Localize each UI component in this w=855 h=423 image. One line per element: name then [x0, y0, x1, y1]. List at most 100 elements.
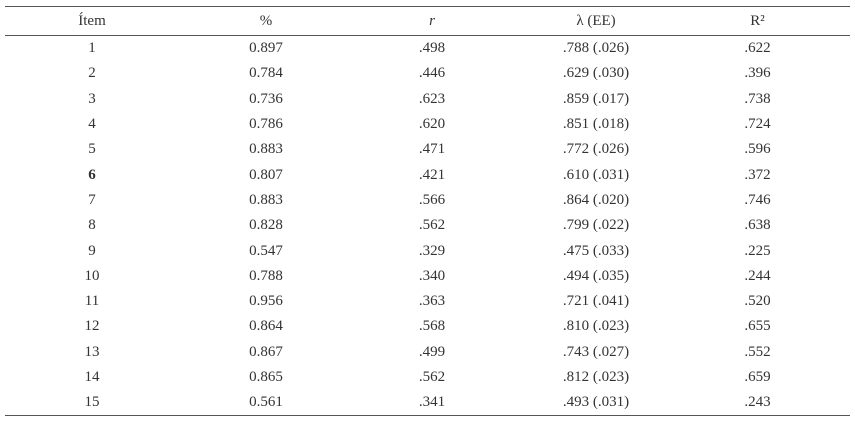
table-cell: 2	[88, 65, 96, 82]
table-cell: .810 (.023)	[562, 318, 630, 335]
table-cell: .659	[744, 369, 771, 385]
table-cell: 0.897	[249, 40, 283, 57]
table-cell: 11	[84, 293, 100, 310]
table-row: 10 0.788 .340 .494 (.035) .244	[5, 264, 850, 289]
table-body: 1 0.897 .498 .788 (.026) .622 2 0.784 .446 .629 …	[5, 36, 850, 416]
table-cell: .629 (.030)	[562, 65, 630, 82]
table-cell: .225	[744, 242, 771, 259]
table-cell: 0.883	[249, 191, 283, 208]
table-cell: .610 (.031)	[562, 166, 630, 183]
table-cell: .475 (.033)	[562, 242, 630, 259]
table-cell: .655	[744, 318, 771, 335]
table-row: 9 0.547 .329 .475 (.033) .225	[5, 238, 850, 263]
table-cell: .721 (.041)	[562, 293, 630, 310]
table-cell: .620	[418, 116, 446, 133]
column-header: Ítem	[5, 6, 179, 36]
column-header: r	[353, 6, 511, 36]
header-row: Ítem% r λ (EE) R²	[5, 6, 850, 36]
table-cell: .363	[418, 293, 446, 310]
table-cell: .788 (.026)	[562, 40, 630, 57]
table-header: Ítem% r λ (EE) R²	[5, 6, 850, 36]
table-cell: 9	[88, 242, 96, 259]
table-cell: .738	[744, 90, 771, 107]
table-cell: .243	[744, 394, 771, 411]
table-row: 4 0.786 .620 .851 (.018) .724	[5, 112, 850, 137]
table-row: 7 0.883 .566 .864 (.020) .746	[5, 188, 850, 213]
table-cell: 6	[88, 166, 96, 183]
table-cell: 0.786	[249, 116, 283, 133]
table-cell: .724	[744, 116, 771, 133]
table-cell: 4	[88, 116, 96, 133]
table-cell: .421	[418, 166, 446, 183]
table-row: 13 0.867 .499 .743 (.027) .552	[5, 340, 850, 365]
table-cell: 0.956	[249, 293, 283, 310]
table-cell: 15	[84, 394, 100, 411]
table-cell: 13	[84, 343, 100, 360]
data-table: Ítem% r λ (EE) R² 1 0.897 .498 .788 (.026) .622…	[5, 6, 850, 417]
column-header: λ (EE)	[511, 6, 681, 36]
table-cell: 0.736	[249, 90, 283, 107]
table-cell: 0.883	[249, 141, 283, 158]
table-cell: .494 (.035)	[562, 267, 630, 284]
table-cell: .499	[418, 343, 446, 360]
table-cell: .372	[744, 166, 771, 183]
table-cell: .552	[744, 343, 771, 360]
table-row: 2 0.784 .446 .629 (.030) .396	[5, 61, 850, 86]
table-cell: .596	[744, 141, 771, 158]
table-cell: 0.864	[249, 318, 283, 335]
table-cell: 0.561	[249, 394, 283, 411]
table-cell: .566	[418, 191, 446, 208]
table-cell: .498	[418, 40, 446, 57]
table-cell: .493 (.031)	[562, 394, 630, 411]
table-row: 1 0.897 .498 .788 (.026) .622	[5, 36, 850, 62]
table-row: 14 0.865 .562 .812 (.023) .659	[5, 365, 850, 390]
table-cell: 14	[84, 369, 100, 385]
column-header: R²	[681, 6, 850, 36]
table-cell: .746	[744, 191, 771, 208]
table-cell: 12	[84, 318, 100, 335]
table-cell: 0.828	[249, 217, 283, 234]
table-cell: .341	[418, 394, 446, 411]
table-cell: 1	[88, 40, 96, 57]
table-cell: 3	[88, 90, 96, 107]
table-cell: 0.788	[249, 267, 283, 284]
table-cell: 0.784	[249, 65, 283, 82]
table-cell: 0.867	[249, 343, 283, 360]
table-cell: .851 (.018)	[562, 116, 630, 133]
table-cell: .562	[418, 217, 446, 234]
table-cell: .864 (.020)	[562, 191, 630, 208]
table-cell: .562	[418, 369, 446, 385]
table-cell: .772 (.026)	[562, 141, 630, 158]
column-header: %	[179, 6, 353, 36]
table-row: 15 0.561 .341 .493 (.031) .243	[5, 390, 850, 416]
table-cell: .244	[744, 267, 771, 284]
table-cell: 0.547	[249, 242, 283, 259]
table-cell: .623	[418, 90, 446, 107]
table-cell: .859 (.017)	[562, 90, 630, 107]
table-cell: .812 (.023)	[562, 369, 630, 385]
table-cell: .568	[418, 318, 446, 335]
table-cell: .743 (.027)	[562, 343, 630, 360]
table-cell: 0.865	[249, 369, 283, 385]
table-cell: 7	[88, 191, 96, 208]
table-cell: .446	[418, 65, 446, 82]
table-row: 11 0.956 .363 .721 (.041) .520	[5, 289, 850, 314]
table-row: 3 0.736 .623 .859 (.017) .738	[5, 87, 850, 112]
table-cell: .396	[744, 65, 771, 82]
table-cell: .799 (.022)	[562, 217, 630, 234]
table-cell: .471	[418, 141, 446, 158]
table-row: 6 0.807 .421 .610 (.031) .372	[5, 162, 850, 187]
table-cell: 8	[88, 217, 96, 234]
table-cell: .520	[744, 293, 771, 310]
table-cell: .340	[418, 267, 446, 284]
table-cell: .622	[744, 40, 771, 57]
table-row: 8 0.828 .562 .799 (.022) .638	[5, 213, 850, 238]
table-cell: 0.807	[249, 166, 283, 183]
table-cell: .638	[744, 217, 771, 234]
table-cell: 10	[84, 267, 100, 284]
table-row: 5 0.883 .471 .772 (.026) .596	[5, 137, 850, 162]
table-cell: .329	[418, 242, 446, 259]
table-row: 12 0.864 .568 .810 (.023) .655	[5, 314, 850, 339]
table-cell: 5	[88, 141, 96, 158]
